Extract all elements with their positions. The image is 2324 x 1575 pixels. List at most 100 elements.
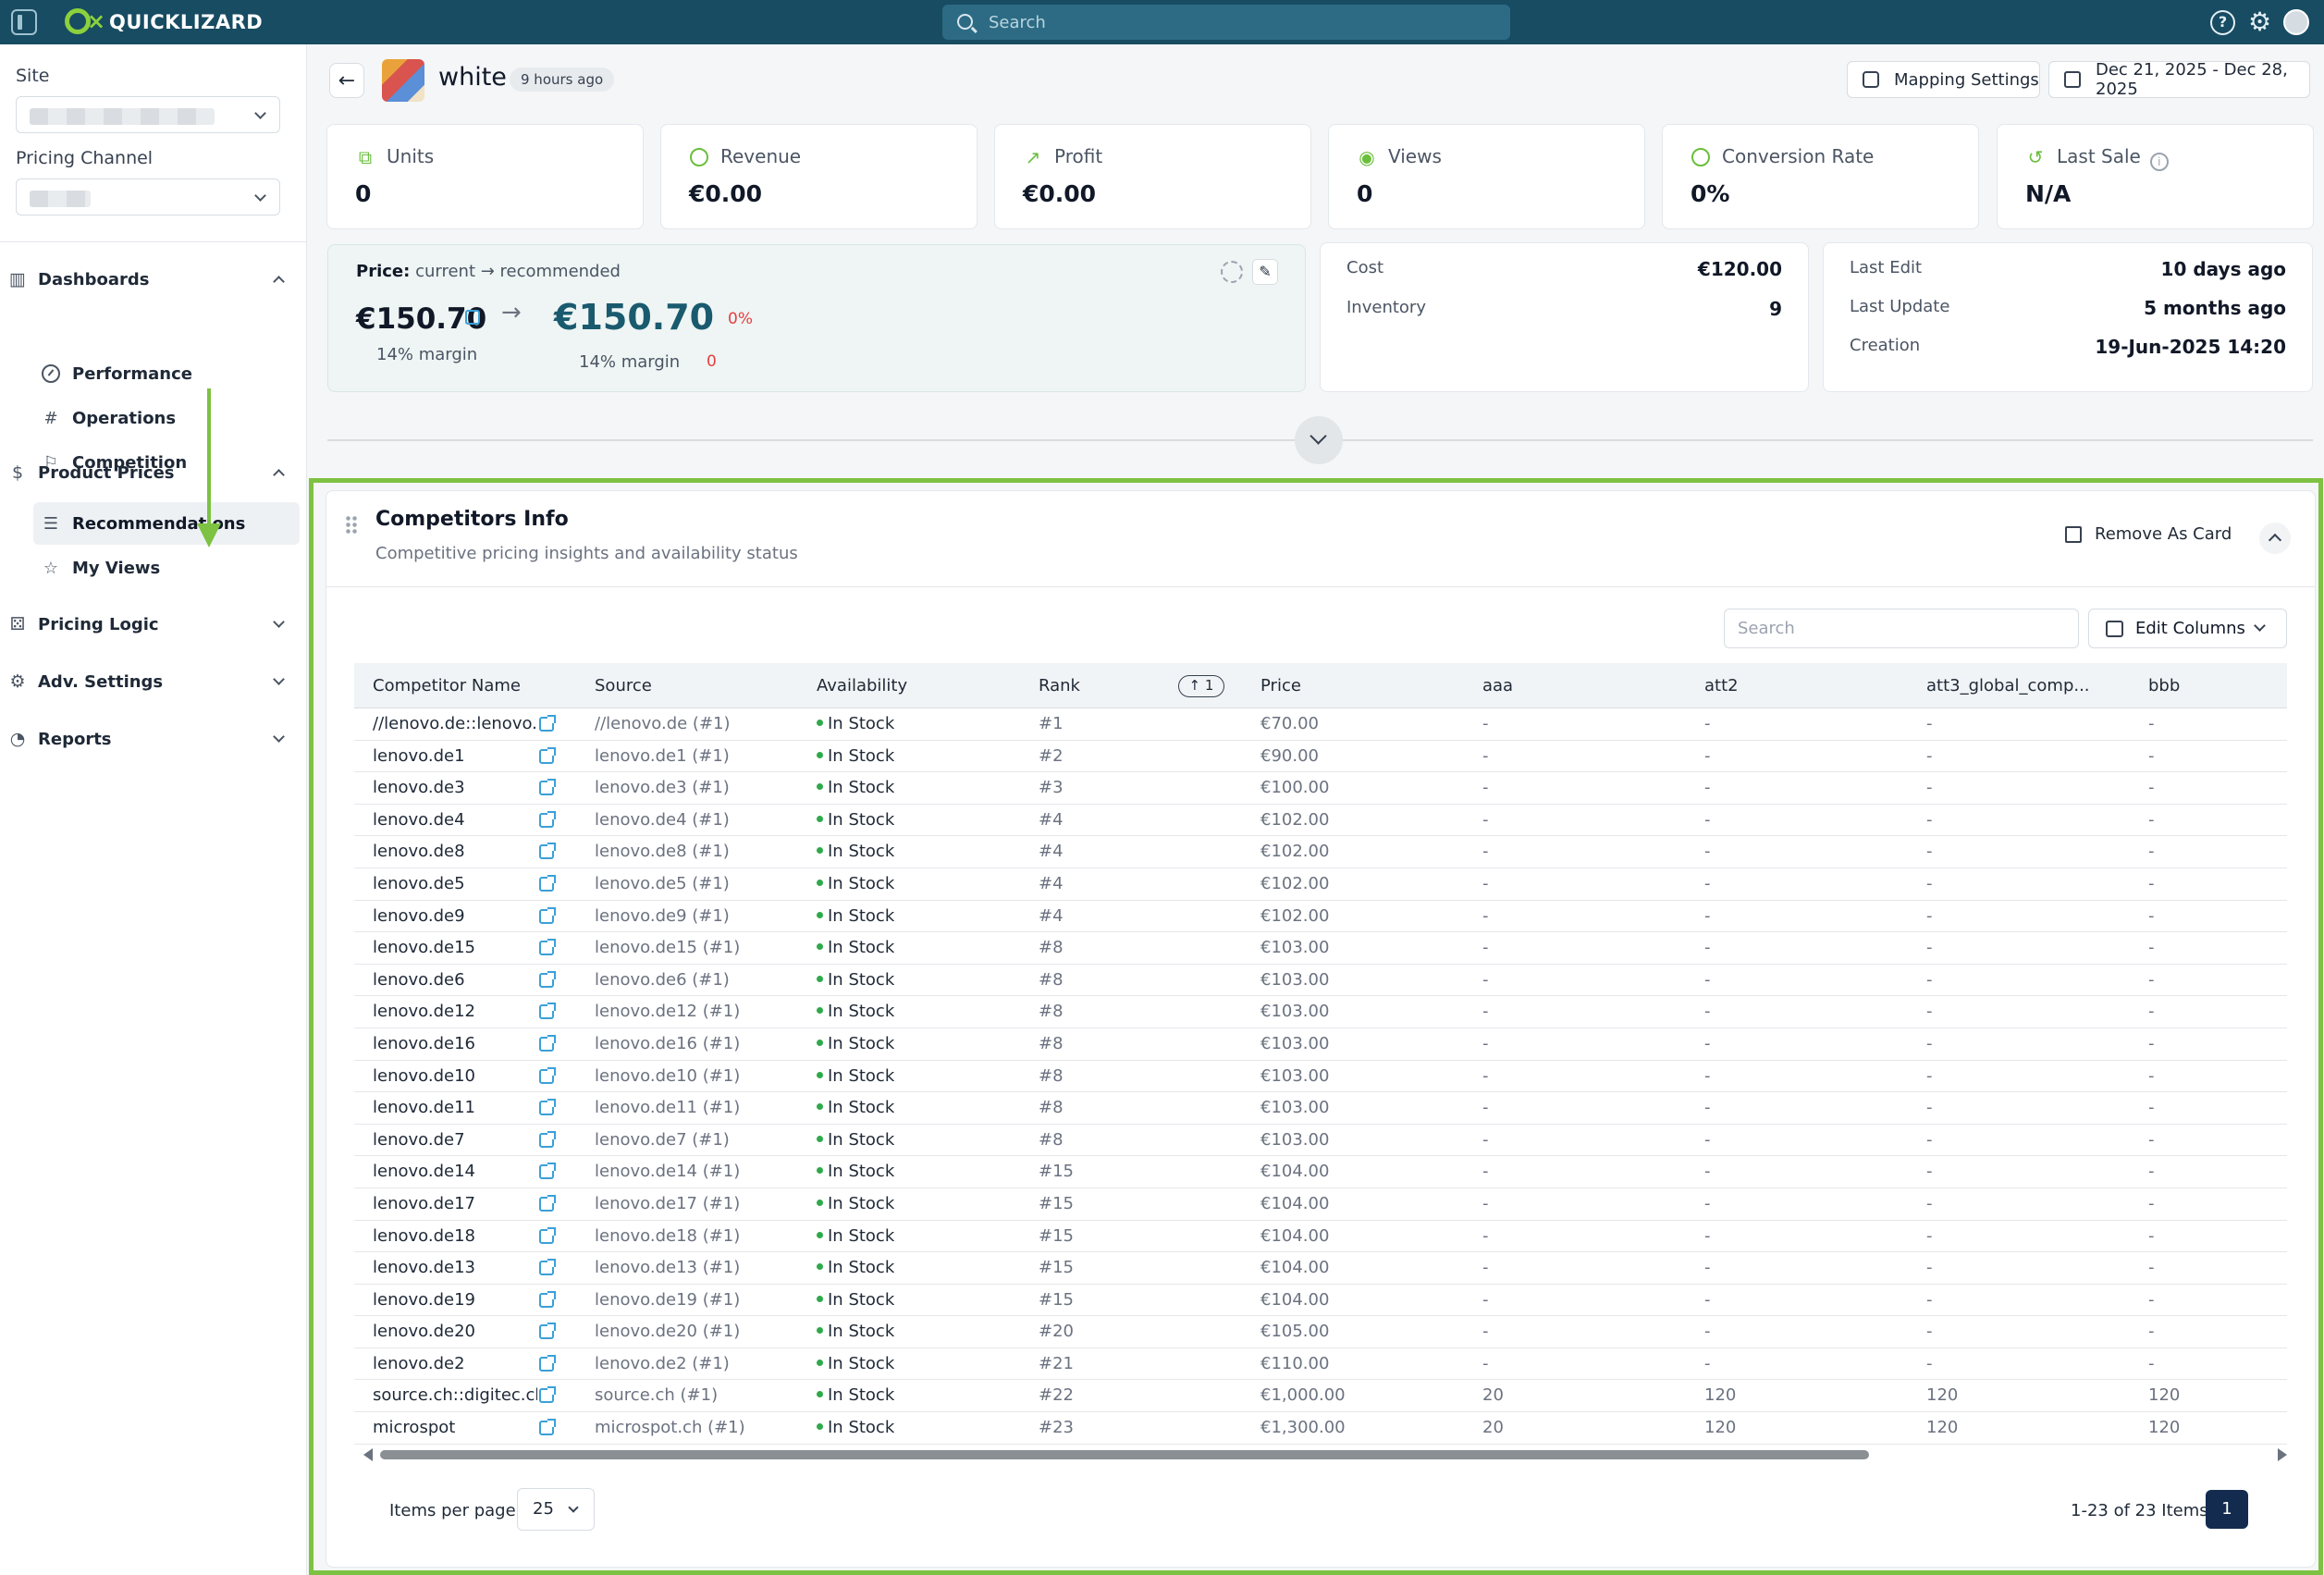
status-dot-icon: [817, 1231, 823, 1238]
external-link-icon[interactable]: [539, 1066, 556, 1084]
scrollbar-thumb[interactable]: [380, 1450, 1869, 1459]
logo[interactable]: × QUICKLIZARD: [65, 6, 263, 38]
horizontal-scrollbar[interactable]: [363, 1447, 2287, 1462]
table-row[interactable]: lenovo.de1 lenovo.de1 (#1) In Stock #2 €90.0…: [354, 741, 2287, 773]
sidebar-section-pricing-logic[interactable]: ⚄ Pricing Logic: [7, 609, 294, 640]
table-row[interactable]: lenovo.de19 lenovo.de19 (#1) In Stock #15 €1…: [354, 1285, 2287, 1317]
external-link-icon[interactable]: [539, 1003, 556, 1020]
sidebar-item-recommendations[interactable]: ☰ Recommendations: [33, 502, 300, 545]
column-header-att3[interactable]: att3_global_comp...: [1926, 676, 2090, 695]
table-row[interactable]: lenovo.de4 lenovo.de4 (#1) In Stock #4 €102.…: [354, 805, 2287, 837]
table-row[interactable]: lenovo.de6 lenovo.de6 (#1) In Stock #8 €103.…: [354, 965, 2287, 997]
info-icon[interactable]: i: [2149, 153, 2169, 171]
external-link-icon[interactable]: [539, 1323, 556, 1340]
gear-icon[interactable]: ⚙: [2247, 6, 2272, 37]
sidebar-item-competition[interactable]: ⚐ Competition: [33, 441, 300, 484]
cell-source: lenovo.de1 (#1): [595, 745, 730, 766]
table-row[interactable]: lenovo.de10 lenovo.de10 (#1) In Stock #8 €10…: [354, 1061, 2287, 1093]
sidebar-item-operations[interactable]: # Operations: [33, 397, 300, 439]
items-per-page-select[interactable]: 25: [517, 1488, 595, 1531]
column-header-source[interactable]: Source: [595, 676, 652, 695]
expand-details-button[interactable]: [1295, 416, 1343, 464]
scroll-left-icon[interactable]: [363, 1448, 373, 1461]
sidebar-item-my-views[interactable]: ☆ My Views: [33, 547, 300, 589]
external-link-icon[interactable]: [539, 1419, 556, 1436]
external-link-icon[interactable]: [539, 746, 556, 764]
table-row[interactable]: lenovo.de5 lenovo.de5 (#1) In Stock #4 €102.…: [354, 868, 2287, 901]
column-header-bbb[interactable]: bbb: [2148, 676, 2181, 695]
table-row[interactable]: lenovo.de7 lenovo.de7 (#1) In Stock #8 €103.…: [354, 1125, 2287, 1157]
drag-handle-icon[interactable]: [345, 515, 358, 535]
scroll-right-icon[interactable]: [2278, 1448, 2287, 1461]
table-search-input[interactable]: Search: [1724, 609, 2079, 648]
site-select[interactable]: [16, 96, 280, 133]
table-row[interactable]: lenovo.de15 lenovo.de15 (#1) In Stock #8 €10…: [354, 932, 2287, 965]
external-link-icon[interactable]: [539, 970, 556, 988]
column-header-availability[interactable]: Availability: [817, 676, 908, 695]
avatar[interactable]: [2283, 9, 2309, 35]
pricing-channel-select[interactable]: [16, 178, 280, 215]
sidebar-section-adv-settings[interactable]: ⚙ Adv. Settings: [7, 666, 294, 697]
sidebar-section-dashboards[interactable]: ▥ Dashboards: [7, 264, 294, 295]
cell-price: €103.00: [1260, 938, 1330, 958]
table-row[interactable]: lenovo.de2 lenovo.de2 (#1) In Stock #21 €110…: [354, 1348, 2287, 1381]
column-header-price[interactable]: Price: [1260, 676, 1301, 695]
remove-as-card-button[interactable]: Remove As Card: [2065, 524, 2232, 544]
collapse-card-button[interactable]: [2259, 523, 2291, 554]
column-header-aaa[interactable]: aaa: [1482, 676, 1514, 695]
external-link-icon[interactable]: [539, 1226, 556, 1244]
sidebar-item-performance[interactable]: Performance: [33, 352, 300, 395]
external-link-icon[interactable]: [539, 1130, 556, 1148]
table-row[interactable]: lenovo.de18 lenovo.de18 (#1) In Stock #15 €1…: [354, 1221, 2287, 1253]
availability-text: In Stock: [828, 1033, 895, 1053]
sort-ascending-badge[interactable]: ↑ 1: [1178, 675, 1224, 697]
external-link-icon[interactable]: [465, 310, 480, 325]
table-row[interactable]: //lenovo.de::lenovo.de //lenovo.de (#1) In…: [354, 708, 2287, 741]
external-link-icon[interactable]: [539, 779, 556, 796]
external-link-icon[interactable]: [539, 1099, 556, 1116]
table-row[interactable]: lenovo.de17 lenovo.de17 (#1) In Stock #15 €1…: [354, 1188, 2287, 1221]
page-button-current[interactable]: 1: [2206, 1490, 2248, 1529]
external-link-icon[interactable]: [539, 810, 556, 828]
table-row[interactable]: lenovo.de8 lenovo.de8 (#1) In Stock #4 €102.…: [354, 836, 2287, 868]
external-link-icon[interactable]: [539, 1290, 556, 1308]
table-row[interactable]: source.ch::digitec.ch source.ch (#1) In St…: [354, 1380, 2287, 1413]
table-row[interactable]: microspot microspot.ch (#1) In Stock #23 €1,…: [354, 1412, 2287, 1445]
cell-price: €100.00: [1260, 778, 1330, 798]
external-link-icon[interactable]: [539, 1354, 556, 1372]
help-icon[interactable]: ?: [2210, 10, 2235, 35]
cell-att3: -: [1926, 1353, 1933, 1373]
external-link-icon[interactable]: [539, 874, 556, 892]
table-row[interactable]: lenovo.de16 lenovo.de16 (#1) In Stock #8 €10…: [354, 1028, 2287, 1061]
table-row[interactable]: lenovo.de9 lenovo.de9 (#1) In Stock #4 €102.…: [354, 901, 2287, 933]
edit-price-button[interactable]: ✎: [1252, 259, 1278, 285]
external-link-icon[interactable]: [539, 843, 556, 860]
external-link-icon[interactable]: [539, 1163, 556, 1180]
external-link-icon[interactable]: [539, 939, 556, 956]
external-link-icon[interactable]: [539, 1034, 556, 1052]
edit-columns-button[interactable]: Edit Columns: [2088, 609, 2287, 648]
external-link-icon[interactable]: [539, 906, 556, 924]
table-row[interactable]: lenovo.de3 lenovo.de3 (#1) In Stock #3 €100.…: [354, 772, 2287, 805]
external-link-icon[interactable]: [539, 1259, 556, 1276]
sidebar-section-product-prices[interactable]: $ Product Prices: [7, 457, 294, 488]
column-header-att2[interactable]: att2: [1704, 676, 1739, 695]
column-header-competitor-name[interactable]: Competitor Name: [373, 676, 521, 695]
table-row[interactable]: lenovo.de12 lenovo.de12 (#1) In Stock #8 €10…: [354, 996, 2287, 1028]
table-row[interactable]: lenovo.de20 lenovo.de20 (#1) In Stock #20 €1…: [354, 1316, 2287, 1348]
external-link-icon[interactable]: [539, 1386, 556, 1404]
mapping-settings-button[interactable]: Mapping Settings: [1847, 61, 2040, 98]
global-search-input[interactable]: Search: [942, 5, 1510, 40]
table-row[interactable]: lenovo.de13 lenovo.de13 (#1) In Stock #15 €1…: [354, 1252, 2287, 1285]
date-range-picker[interactable]: Dec 21, 2025 - Dec 28, 2025: [2048, 60, 2310, 99]
last-edit-value: 10 days ago: [2160, 258, 2286, 280]
column-header-rank[interactable]: Rank: [1039, 676, 1080, 695]
kpi-value: €0.00: [1023, 180, 1097, 207]
table-row[interactable]: lenovo.de14 lenovo.de14 (#1) In Stock #15 €1…: [354, 1156, 2287, 1188]
sidebar-section-reports[interactable]: ◔ Reports: [7, 723, 294, 755]
sidebar-toggle-icon[interactable]: [11, 9, 37, 35]
table-row[interactable]: lenovo.de11 lenovo.de11 (#1) In Stock #8 €10…: [354, 1092, 2287, 1125]
external-link-icon[interactable]: [539, 1194, 556, 1212]
external-link-icon[interactable]: [539, 715, 556, 732]
back-button[interactable]: ←: [329, 63, 364, 98]
